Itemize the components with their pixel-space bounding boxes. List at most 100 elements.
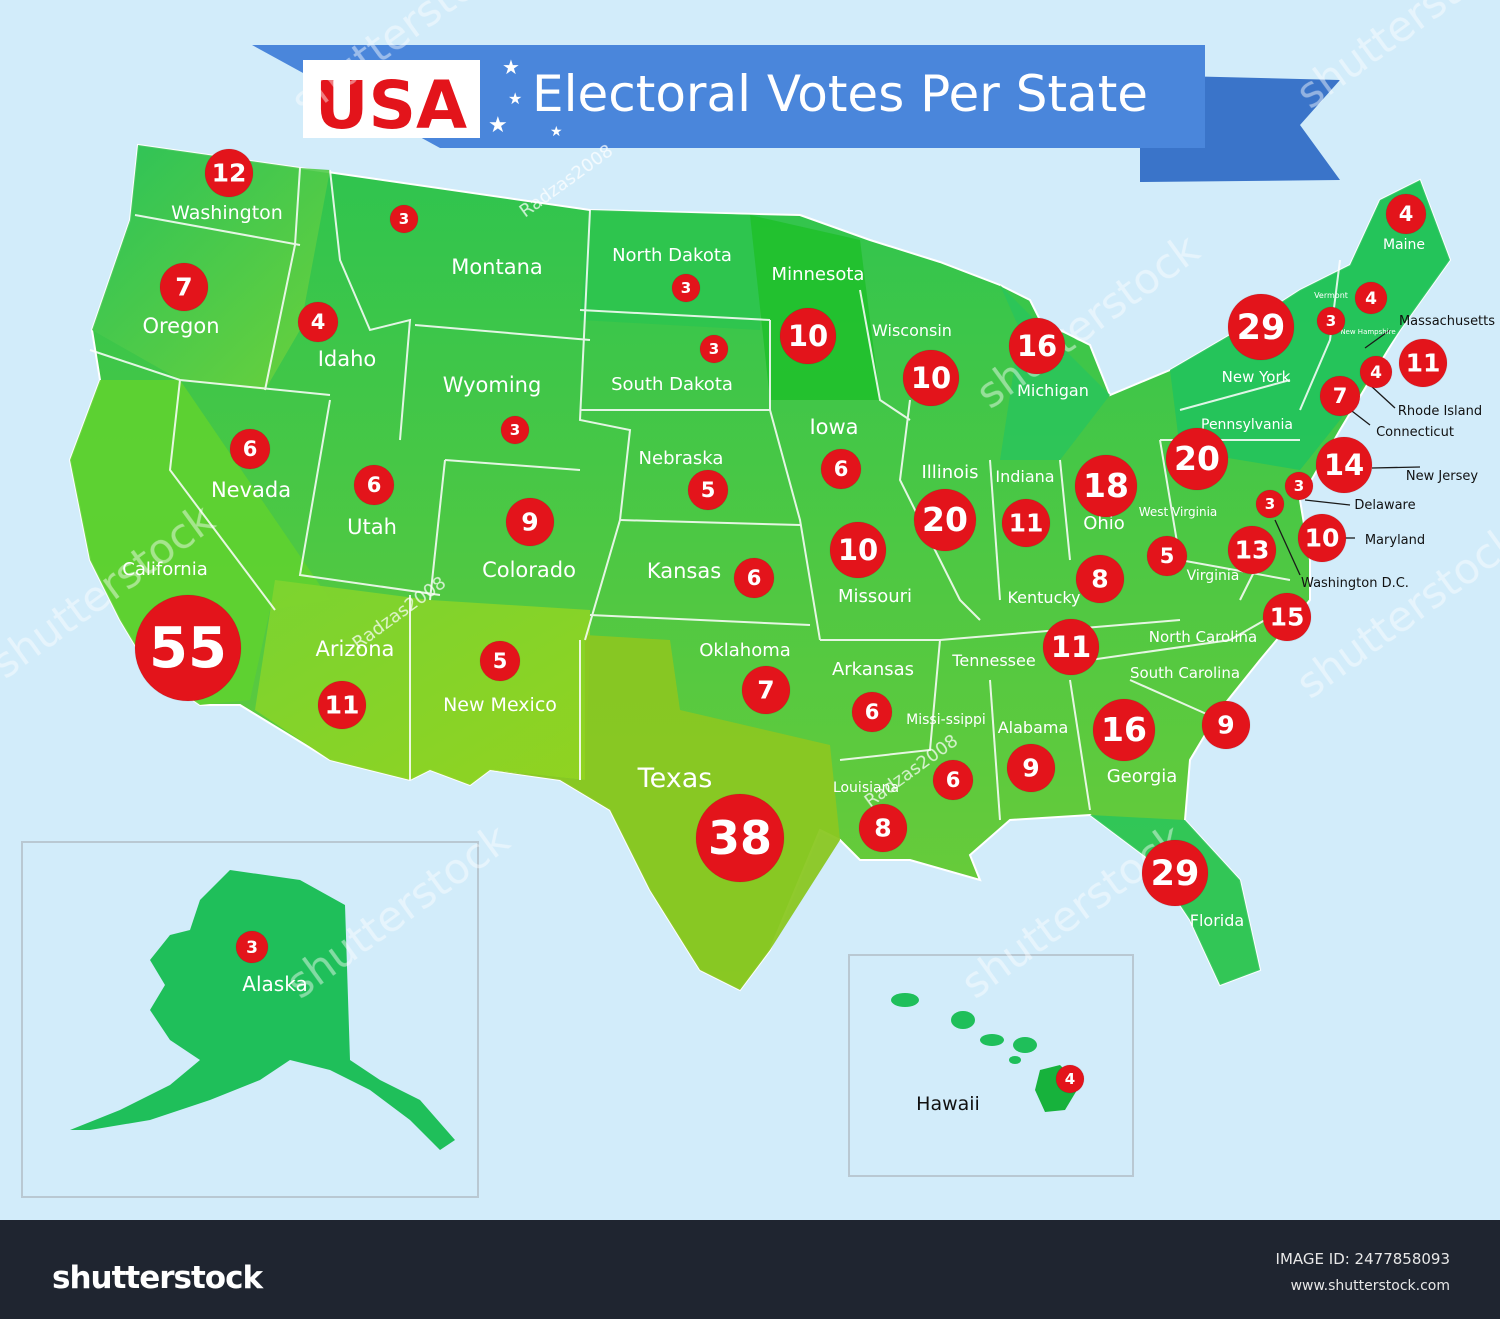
page-title: Electoral Votes Per State — [532, 65, 1148, 123]
vote-count-washington: 12 — [212, 159, 247, 188]
vote-badge-circle — [820, 448, 862, 490]
vote-badge-oregon: 7 — [159, 262, 209, 312]
vote-count-rhode-island: 4 — [1370, 363, 1382, 383]
usa-map: USA ★ ★ ★ ★ Electoral Votes Per State — [0, 0, 1500, 1198]
vote-badge-circle — [134, 594, 242, 702]
vote-badge-circle — [1227, 293, 1295, 361]
state-label-maine: Maine — [1383, 237, 1425, 253]
vote-badge-circle — [229, 428, 271, 470]
state-label-utah: Utah — [347, 515, 397, 539]
vote-badge-circle — [1006, 743, 1056, 793]
vote-badge-colorado: 9 — [505, 497, 555, 547]
state-label-arkansas: Arkansas — [832, 659, 914, 680]
vote-badge-oklahoma: 7 — [741, 665, 791, 715]
state-label-oregon: Oregon — [142, 314, 219, 338]
vote-badge-vermont: 3 — [1316, 306, 1346, 336]
vote-count-kentucky: 8 — [1091, 565, 1108, 594]
vote-badge-circle — [932, 759, 974, 801]
state-label-texas: Texas — [637, 763, 713, 794]
vote-badge-arkansas: 6 — [851, 691, 893, 733]
state-label-south-dakota: South Dakota — [611, 374, 733, 395]
state-label-vermont: Vermont — [1314, 291, 1348, 300]
vote-count-hawaii: 4 — [1065, 1070, 1075, 1088]
vote-count-new-york: 29 — [1237, 308, 1286, 348]
vote-badge-missouri: 10 — [829, 521, 887, 579]
vote-badge-circle — [1255, 489, 1285, 519]
vote-badge-circle — [829, 521, 887, 579]
state-label-missi-ssippi: Missi-ssippi — [906, 712, 986, 728]
vote-badge-iowa: 6 — [820, 448, 862, 490]
vote-badge-maryland: 10 — [1297, 513, 1347, 563]
state-label-california: California — [122, 559, 207, 580]
vote-badge-nebraska: 5 — [687, 469, 729, 511]
vote-badge-west-virginia: 5 — [1146, 535, 1188, 577]
image-id: IMAGE ID: 2477858093 — [1275, 1250, 1450, 1268]
vote-count-arkansas: 6 — [865, 700, 880, 724]
banner-star-icon: ★ — [502, 55, 520, 79]
vote-badge-kentucky: 8 — [1075, 554, 1125, 604]
vote-badge-circle — [1146, 535, 1188, 577]
state-label-nebraska: Nebraska — [639, 448, 724, 469]
vote-count-new-mexico: 5 — [493, 649, 508, 673]
vote-count-massachusetts: 11 — [1406, 349, 1441, 378]
vote-badge-circle — [1359, 355, 1393, 389]
vote-count-vermont: 3 — [1326, 312, 1336, 330]
vote-badge-alaska: 3 — [235, 930, 269, 964]
state-label-oklahoma: Oklahoma — [699, 640, 791, 661]
vote-badge-north-dakota: 3 — [671, 273, 701, 303]
vote-count-michigan: 16 — [1017, 329, 1057, 363]
vote-count-west-virginia: 5 — [1160, 544, 1175, 568]
state-label-ohio: Ohio — [1083, 513, 1125, 534]
state-label-minnesota: Minnesota — [772, 264, 865, 285]
vote-badge-circle — [204, 148, 254, 198]
state-label-iowa: Iowa — [809, 415, 858, 439]
vote-badge-circle — [687, 469, 729, 511]
state-label-west-virginia: West Virginia — [1139, 505, 1218, 519]
vote-count-ohio: 18 — [1083, 466, 1129, 505]
state-label-arizona: Arizona — [316, 637, 395, 661]
shutterstock-logo[interactable]: shutterstock — [52, 1260, 263, 1296]
vote-count-georgia: 16 — [1101, 710, 1147, 749]
vote-badge-circle — [779, 307, 837, 365]
vote-badge-ohio: 18 — [1074, 454, 1138, 518]
vote-count-kansas: 6 — [747, 566, 762, 590]
vote-count-oklahoma: 7 — [757, 676, 774, 705]
vote-badge-washington-d-c: 3 — [1255, 489, 1285, 519]
vote-badge-circle — [699, 334, 729, 364]
vote-badge-virginia: 13 — [1227, 525, 1277, 575]
vote-badge-south-dakota: 3 — [699, 334, 729, 364]
vote-badge-circle — [1262, 592, 1312, 642]
vote-count-florida: 29 — [1151, 854, 1200, 894]
vote-count-missouri: 10 — [838, 533, 878, 567]
vote-badge-montana: 3 — [389, 204, 419, 234]
vote-badge-hawaii: 4 — [1055, 1064, 1085, 1094]
vote-badge-circle — [1165, 427, 1229, 491]
banner-star-icon: ★ — [550, 124, 563, 140]
vote-count-maryland: 10 — [1305, 524, 1340, 553]
vote-badge-circle — [1055, 1064, 1085, 1094]
vote-badge-pennsylvania: 20 — [1165, 427, 1229, 491]
vote-badge-circle — [159, 262, 209, 312]
state-label-pennsylvania: Pennsylvania — [1201, 417, 1293, 433]
state-label-new-mexico: New Mexico — [443, 694, 557, 716]
state-label-tennessee: Tennessee — [951, 651, 1035, 670]
vote-count-illinois: 20 — [922, 500, 968, 539]
state-label-alabama: Alabama — [998, 718, 1069, 737]
state-label-north-carolina: North Carolina — [1149, 628, 1257, 646]
vote-badge-circle — [1001, 498, 1051, 548]
state-label-nevada: Nevada — [211, 478, 291, 502]
state-label-hawaii: Hawaii — [916, 1093, 980, 1115]
state-label-idaho: Idaho — [318, 347, 377, 371]
vote-count-missi-ssippi: 6 — [946, 768, 961, 792]
vote-badge-missi-ssippi: 6 — [932, 759, 974, 801]
vote-badge-circle — [479, 640, 521, 682]
vote-badge-circle — [733, 557, 775, 599]
alaska-shape — [70, 870, 455, 1150]
vote-count-nebraska: 5 — [701, 478, 716, 502]
state-label-wisconsin: Wisconsin — [872, 321, 952, 340]
state-label-new-york: New York — [1222, 368, 1291, 386]
vote-count-maine: 4 — [1399, 202, 1414, 226]
vote-badge-nevada: 6 — [229, 428, 271, 470]
vote-count-nevada: 6 — [243, 437, 258, 461]
vote-badge-circle — [741, 665, 791, 715]
